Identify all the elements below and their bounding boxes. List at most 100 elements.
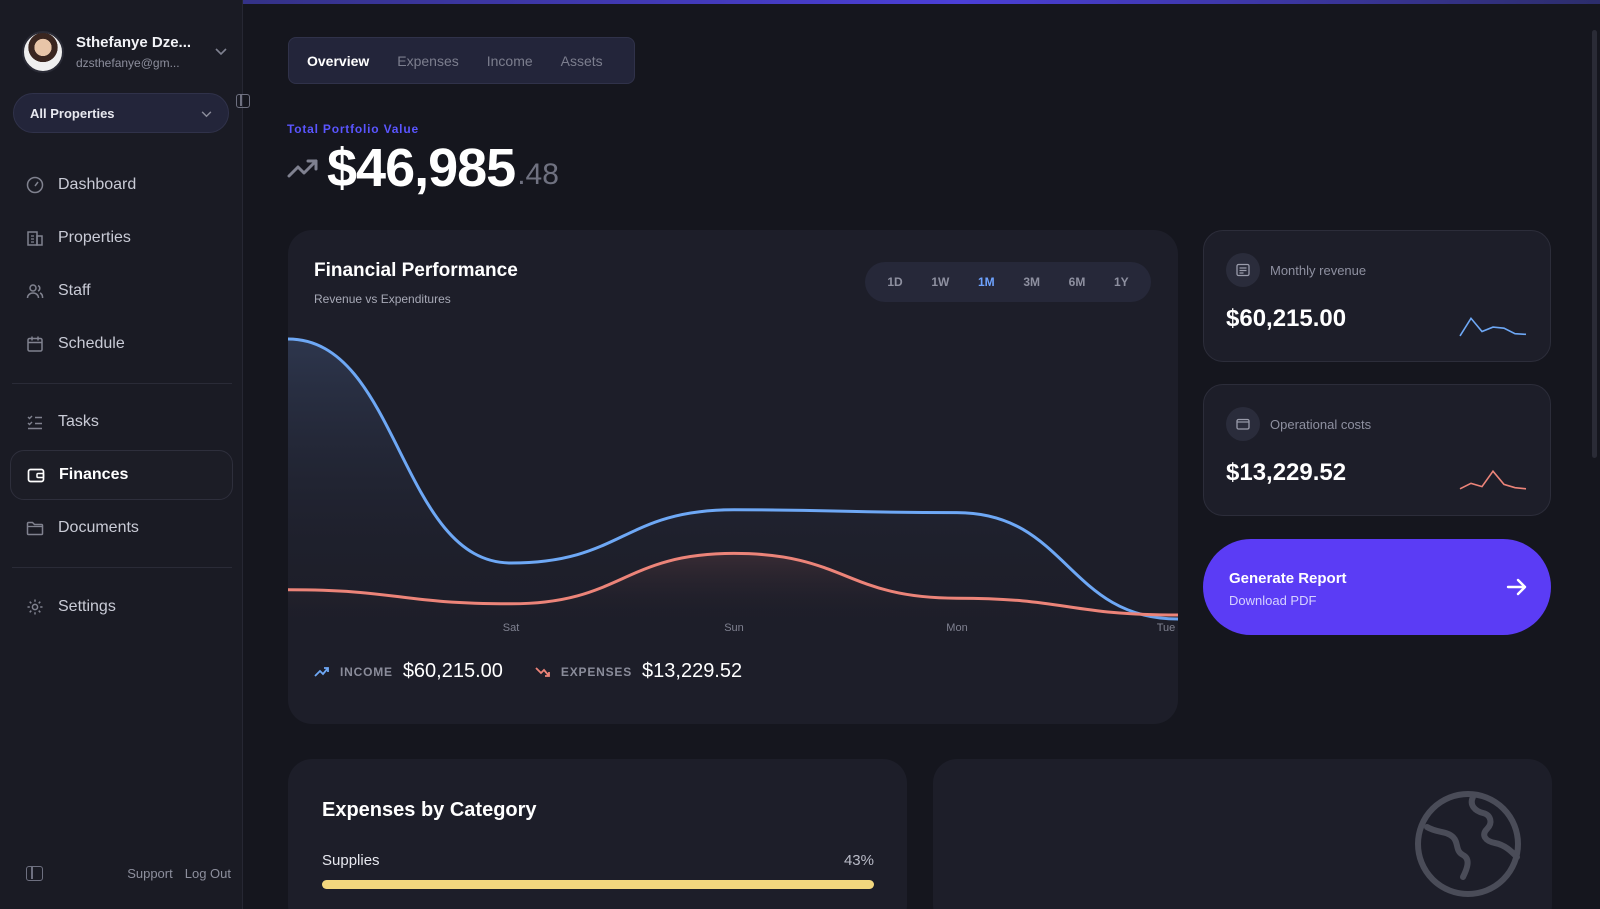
sidebar-item-label: Dashboard xyxy=(58,176,137,193)
period-1d[interactable]: 1D xyxy=(887,275,903,289)
receipt-icon xyxy=(1226,253,1260,287)
sidebar: Sthefanye Dze... dzsthefanye@gm... All P… xyxy=(0,0,250,909)
portfolio-value: $46,985 .48 xyxy=(287,138,559,198)
panel-toggle-icon[interactable] xyxy=(26,866,43,881)
period-3m[interactable]: 3M xyxy=(1023,275,1040,289)
expenses-by-category-card: Expenses by Category Supplies 43% xyxy=(288,759,907,909)
stat-label: Operational costs xyxy=(1270,417,1372,432)
generate-report-title: Generate Report xyxy=(1229,570,1347,587)
financial-performance-title: Financial Performance xyxy=(314,260,518,281)
trend-down-icon xyxy=(535,666,550,677)
trend-up-icon xyxy=(287,159,318,178)
tasks-icon xyxy=(26,413,44,431)
stat-value: $60,215.00 xyxy=(1226,305,1347,332)
sidebar-item-label: Finances xyxy=(59,466,129,483)
category-percent: 43% xyxy=(843,852,874,869)
property-selector[interactable]: All Properties xyxy=(13,93,229,133)
expenses-by-category-title: Expenses by Category xyxy=(322,799,537,821)
sidebar-collapse-icon[interactable] xyxy=(236,94,250,108)
sidebar-divider xyxy=(12,567,232,568)
wallet-icon xyxy=(27,466,45,484)
portfolio-label: Total Portfolio Value xyxy=(287,122,419,136)
sidebar-divider xyxy=(12,383,232,384)
portfolio-value-decimal: .48 xyxy=(517,158,559,191)
sidebar-item-label: Properties xyxy=(58,229,131,246)
world-map-card xyxy=(933,759,1552,909)
series-line-expenses xyxy=(288,551,1178,617)
series-line-income xyxy=(288,337,1178,621)
arrow-right-icon xyxy=(1506,578,1527,596)
logout-link[interactable]: Log Out xyxy=(184,866,231,881)
building-icon xyxy=(26,229,44,247)
x-tick-label: Tue xyxy=(1156,622,1176,634)
period-1w[interactable]: 1W xyxy=(931,275,950,289)
revenue-sparkline xyxy=(1459,316,1527,337)
x-tick-label: Sun xyxy=(724,622,744,634)
period-1m[interactable]: 1M xyxy=(977,275,995,289)
sidebar-item-schedule[interactable]: Schedule xyxy=(10,319,233,369)
sidebar-item-label: Settings xyxy=(58,598,116,615)
property-selector-value: All Properties xyxy=(30,105,115,121)
sidebar-item-dashboard[interactable]: Dashboard xyxy=(10,160,233,210)
sidebar-footer: Support Log Out xyxy=(26,866,231,881)
folder-icon xyxy=(26,519,44,537)
x-tick-label: Sat xyxy=(502,622,520,634)
generate-report-button[interactable]: Generate Report Download PDF xyxy=(1203,539,1551,635)
sidebar-item-settings[interactable]: Settings xyxy=(10,582,233,632)
sidebar-item-label: Schedule xyxy=(58,335,125,352)
category-progress-fill xyxy=(322,880,874,889)
gear-icon xyxy=(26,598,44,616)
avatar xyxy=(22,31,64,73)
sidebar-item-finances[interactable]: Finances xyxy=(10,450,233,500)
profile-text: Sthefanye Dze... dzsthefanye@gm... xyxy=(76,34,215,70)
sidebar-item-documents[interactable]: Documents xyxy=(10,503,233,553)
financial-performance-chart xyxy=(288,337,1178,625)
series-area-expenses xyxy=(288,553,1178,625)
users-icon xyxy=(26,282,44,300)
globe-icon xyxy=(1415,791,1521,897)
tab-income[interactable]: Income xyxy=(486,52,533,69)
series-area-income xyxy=(288,339,1178,625)
user-profile[interactable]: Sthefanye Dze... dzsthefanye@gm... xyxy=(22,30,227,74)
period-selector: 1D 1W 1M 3M 6M 1Y xyxy=(865,262,1151,302)
sidebar-item-properties[interactable]: Properties xyxy=(10,213,233,263)
sidebar-item-label: Staff xyxy=(58,282,91,299)
user-email: dzsthefanye@gm... xyxy=(76,56,180,70)
chevron-down-icon xyxy=(201,106,212,121)
sparkline-path xyxy=(1459,469,1527,490)
period-1y[interactable]: 1Y xyxy=(1113,275,1129,289)
operational-costs-card[interactable]: Operational costs $13,229.52 xyxy=(1203,384,1551,516)
sidebar-item-tasks[interactable]: Tasks xyxy=(10,397,233,447)
income-value: $60,215.00 xyxy=(402,660,503,682)
main-tabs: Overview Expenses Income Assets xyxy=(288,37,635,84)
costs-sparkline xyxy=(1459,469,1527,490)
portfolio-value-main: $46,985 xyxy=(327,138,516,198)
monthly-revenue-card[interactable]: Monthly revenue $60,215.00 xyxy=(1203,230,1551,362)
category-row: Supplies 43% xyxy=(322,852,874,869)
tab-expenses[interactable]: Expenses xyxy=(397,52,459,69)
expenses-label: EXPENSES xyxy=(560,664,633,679)
expenses-value: $13,229.52 xyxy=(642,660,743,682)
x-tick-label: Mon xyxy=(946,622,968,634)
calendar-icon xyxy=(26,335,44,353)
stat-value: $13,229.52 xyxy=(1226,459,1347,486)
income-label: INCOME xyxy=(340,664,393,679)
category-progress-bar xyxy=(322,880,874,889)
stat-label: Monthly revenue xyxy=(1270,263,1367,278)
tab-assets[interactable]: Assets xyxy=(560,52,603,69)
chevron-down-icon[interactable] xyxy=(215,45,227,59)
generate-report-subtitle: Download PDF xyxy=(1229,593,1317,608)
dashboard-icon xyxy=(26,176,44,194)
sidebar-item-label: Tasks xyxy=(58,413,99,430)
user-name: Sthefanye Dze... xyxy=(76,34,192,51)
support-link[interactable]: Support xyxy=(127,866,173,881)
tab-overview[interactable]: Overview xyxy=(307,52,370,69)
top-accent-line xyxy=(0,0,1600,4)
sparkline-path xyxy=(1459,316,1527,337)
footer-links: Support Log Out xyxy=(127,866,231,881)
sidebar-item-staff[interactable]: Staff xyxy=(10,266,233,316)
scrollbar[interactable] xyxy=(1592,30,1597,458)
chart-totals: INCOME $60,215.00 EXPENSES $13,229.52 xyxy=(314,660,764,683)
period-6m[interactable]: 6M xyxy=(1068,275,1086,289)
financial-performance-card: Financial Performance Revenue vs Expendi… xyxy=(288,230,1178,724)
